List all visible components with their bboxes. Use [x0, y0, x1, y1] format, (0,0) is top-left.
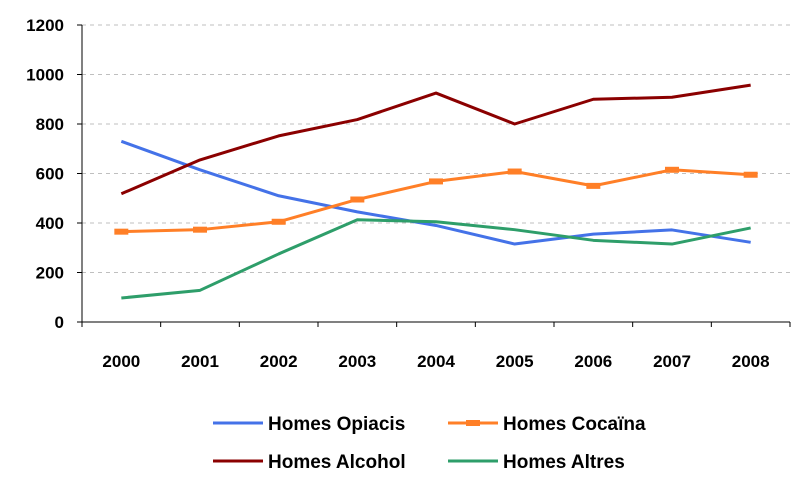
- x-tick-label: 2007: [653, 352, 691, 371]
- axes: [77, 24, 791, 327]
- y-tick-label: 600: [36, 165, 64, 184]
- x-tick-label: 2001: [181, 352, 219, 371]
- legend-item-homes-cocaina: Homes Cocaïna: [448, 414, 646, 435]
- legend-label: Homes Opiacis: [268, 414, 405, 435]
- y-tick-label: 800: [36, 115, 64, 134]
- x-tick-label: 2004: [417, 352, 455, 371]
- legend-label: Homes Alcohol: [268, 452, 406, 473]
- x-tick-label: 2003: [338, 352, 376, 371]
- legend-label: Homes Cocaïna: [503, 414, 646, 435]
- legend-item-homes-alcohol: Homes Alcohol: [213, 452, 406, 473]
- y-tick-label: 0: [55, 313, 64, 332]
- legend: Homes Opiacis Homes Cocaïna Homes Alcohol H…: [213, 414, 646, 473]
- legend-label: Homes Altres: [503, 452, 625, 473]
- y-tick-label: 1200: [26, 16, 64, 35]
- x-tick-label: 2005: [496, 352, 534, 371]
- series-lines: [114, 83, 758, 300]
- y-tick-label: 200: [36, 264, 64, 283]
- x-tick-label: 2008: [732, 352, 770, 371]
- x-tick-label: 2006: [574, 352, 612, 371]
- series-line-homes-alcohol: [120, 83, 751, 196]
- x-tick-label: 2002: [260, 352, 298, 371]
- legend-item-homes-opiacis: Homes Opiacis: [213, 414, 405, 435]
- y-tick-label: 1000: [26, 66, 64, 85]
- legend-item-homes-altres: Homes Altres: [448, 452, 625, 473]
- x-axis-tick-labels: 2000 2001 2002 2003 2004 2005 2006 2007 2008: [102, 352, 769, 371]
- y-tick-label: 400: [36, 214, 64, 233]
- x-tick-label: 2000: [102, 352, 140, 371]
- y-axis-tick-labels: 0 200 400 600 800 1000 1200: [26, 16, 64, 332]
- gridlines: [82, 24, 790, 273]
